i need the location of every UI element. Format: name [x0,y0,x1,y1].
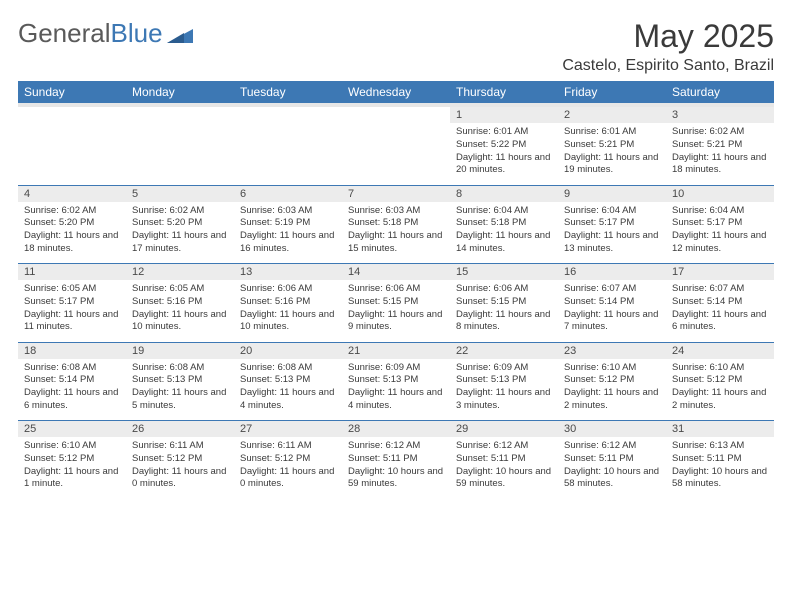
day-detail: Sunrise: 6:10 AM Sunset: 5:12 PM Dayligh… [18,437,126,499]
day-detail: Sunrise: 6:04 AM Sunset: 5:17 PM Dayligh… [558,202,666,264]
day-detail [234,123,342,185]
calendar-table: Sunday Monday Tuesday Wednesday Thursday… [18,81,774,499]
day-detail: Sunrise: 6:06 AM Sunset: 5:15 PM Dayligh… [450,280,558,342]
day-number: 25 [18,421,126,438]
week-daynum-row: 123 [18,105,774,123]
day-detail: Sunrise: 6:04 AM Sunset: 5:18 PM Dayligh… [450,202,558,264]
location-text: Castelo, Espirito Santo, Brazil [562,57,774,75]
logo-text-gray: General [18,18,111,49]
day-detail: Sunrise: 6:07 AM Sunset: 5:14 PM Dayligh… [558,280,666,342]
day-detail: Sunrise: 6:02 AM Sunset: 5:20 PM Dayligh… [18,202,126,264]
day-detail: Sunrise: 6:09 AM Sunset: 5:13 PM Dayligh… [342,359,450,421]
day-detail: Sunrise: 6:09 AM Sunset: 5:13 PM Dayligh… [450,359,558,421]
day-number: 5 [126,185,234,202]
week-daynum-row: 11121314151617 [18,264,774,281]
week-daynum-row: 45678910 [18,185,774,202]
day-detail: Sunrise: 6:11 AM Sunset: 5:12 PM Dayligh… [234,437,342,499]
day-number: 17 [666,264,774,281]
day-number: 6 [234,185,342,202]
dayname-mon: Monday [126,81,234,105]
day-number: 24 [666,342,774,359]
day-number [342,105,450,123]
day-number: 15 [450,264,558,281]
day-detail: Sunrise: 6:06 AM Sunset: 5:15 PM Dayligh… [342,280,450,342]
dayname-row: Sunday Monday Tuesday Wednesday Thursday… [18,81,774,105]
day-detail: Sunrise: 6:12 AM Sunset: 5:11 PM Dayligh… [450,437,558,499]
day-detail: Sunrise: 6:12 AM Sunset: 5:11 PM Dayligh… [342,437,450,499]
day-detail: Sunrise: 6:04 AM Sunset: 5:17 PM Dayligh… [666,202,774,264]
day-detail: Sunrise: 6:01 AM Sunset: 5:22 PM Dayligh… [450,123,558,185]
day-detail: Sunrise: 6:06 AM Sunset: 5:16 PM Dayligh… [234,280,342,342]
day-detail [18,123,126,185]
week-daynum-row: 18192021222324 [18,342,774,359]
day-detail: Sunrise: 6:03 AM Sunset: 5:18 PM Dayligh… [342,202,450,264]
day-detail: Sunrise: 6:05 AM Sunset: 5:16 PM Dayligh… [126,280,234,342]
day-detail: Sunrise: 6:10 AM Sunset: 5:12 PM Dayligh… [666,359,774,421]
day-detail: Sunrise: 6:03 AM Sunset: 5:19 PM Dayligh… [234,202,342,264]
week-detail-row: Sunrise: 6:01 AM Sunset: 5:22 PM Dayligh… [18,123,774,185]
page-title: May 2025 [562,18,774,55]
logo-triangle-icon [167,25,193,43]
week-detail-row: Sunrise: 6:05 AM Sunset: 5:17 PM Dayligh… [18,280,774,342]
day-number: 26 [126,421,234,438]
day-number: 1 [450,105,558,123]
dayname-thu: Thursday [450,81,558,105]
day-number: 22 [450,342,558,359]
week-daynum-row: 25262728293031 [18,421,774,438]
dayname-fri: Friday [558,81,666,105]
day-number: 19 [126,342,234,359]
day-number: 28 [342,421,450,438]
day-detail: Sunrise: 6:01 AM Sunset: 5:21 PM Dayligh… [558,123,666,185]
day-detail: Sunrise: 6:13 AM Sunset: 5:11 PM Dayligh… [666,437,774,499]
day-detail: Sunrise: 6:07 AM Sunset: 5:14 PM Dayligh… [666,280,774,342]
day-detail: Sunrise: 6:08 AM Sunset: 5:14 PM Dayligh… [18,359,126,421]
day-number [234,105,342,123]
dayname-wed: Wednesday [342,81,450,105]
day-detail: Sunrise: 6:05 AM Sunset: 5:17 PM Dayligh… [18,280,126,342]
dayname-sun: Sunday [18,81,126,105]
day-number: 29 [450,421,558,438]
day-number: 4 [18,185,126,202]
day-number: 3 [666,105,774,123]
day-detail [342,123,450,185]
logo-text-blue: Blue [111,18,163,49]
day-number: 23 [558,342,666,359]
day-number: 14 [342,264,450,281]
day-detail: Sunrise: 6:10 AM Sunset: 5:12 PM Dayligh… [558,359,666,421]
day-detail: Sunrise: 6:02 AM Sunset: 5:21 PM Dayligh… [666,123,774,185]
week-detail-row: Sunrise: 6:08 AM Sunset: 5:14 PM Dayligh… [18,359,774,421]
day-detail: Sunrise: 6:08 AM Sunset: 5:13 PM Dayligh… [234,359,342,421]
day-number: 31 [666,421,774,438]
day-number [126,105,234,123]
day-detail [126,123,234,185]
logo: GeneralBlue [18,18,193,49]
day-number: 27 [234,421,342,438]
day-number: 21 [342,342,450,359]
day-number: 9 [558,185,666,202]
day-number: 30 [558,421,666,438]
day-number: 13 [234,264,342,281]
day-number: 10 [666,185,774,202]
day-number [18,105,126,123]
day-number: 12 [126,264,234,281]
title-block: May 2025 Castelo, Espirito Santo, Brazil [562,18,774,75]
day-number: 8 [450,185,558,202]
day-detail: Sunrise: 6:02 AM Sunset: 5:20 PM Dayligh… [126,202,234,264]
day-number: 7 [342,185,450,202]
dayname-sat: Saturday [666,81,774,105]
day-detail: Sunrise: 6:12 AM Sunset: 5:11 PM Dayligh… [558,437,666,499]
week-detail-row: Sunrise: 6:02 AM Sunset: 5:20 PM Dayligh… [18,202,774,264]
week-detail-row: Sunrise: 6:10 AM Sunset: 5:12 PM Dayligh… [18,437,774,499]
day-number: 16 [558,264,666,281]
day-number: 20 [234,342,342,359]
dayname-tue: Tuesday [234,81,342,105]
day-number: 18 [18,342,126,359]
day-detail: Sunrise: 6:08 AM Sunset: 5:13 PM Dayligh… [126,359,234,421]
day-number: 2 [558,105,666,123]
header: GeneralBlue May 2025 Castelo, Espirito S… [18,18,774,75]
day-number: 11 [18,264,126,281]
day-detail: Sunrise: 6:11 AM Sunset: 5:12 PM Dayligh… [126,437,234,499]
